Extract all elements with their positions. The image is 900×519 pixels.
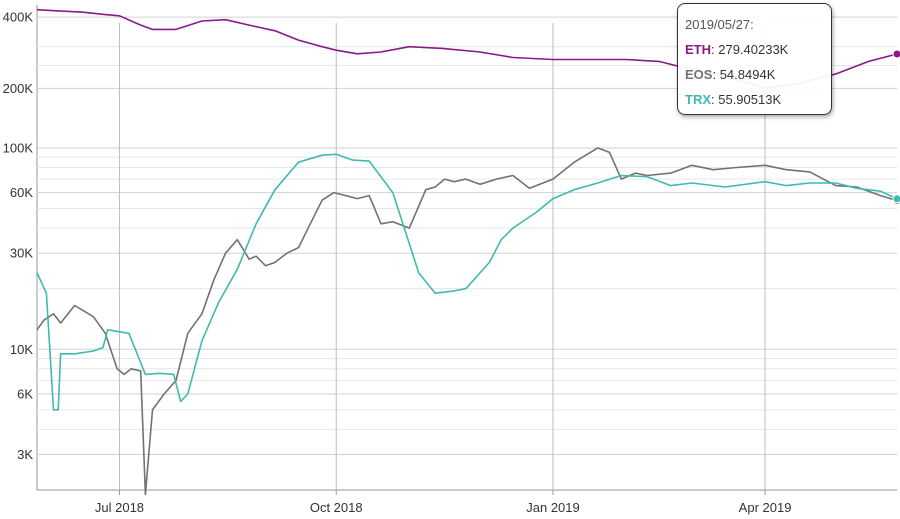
x-tick-label: Oct 2018 [310, 500, 363, 515]
tooltip-row-trx: TRX: 55.90513K [685, 92, 782, 107]
x-tick-label: Apr 2019 [739, 500, 792, 515]
y-tick-label: 6K [17, 386, 33, 401]
tooltip-row-eth: ETH: 279.40233K [685, 42, 789, 57]
tooltip-eos-name: EOS [685, 67, 713, 82]
x-tick-label: Jan 2019 [526, 500, 580, 515]
y-tick-label: 100K [3, 140, 34, 155]
y-tick-label: 60K [10, 185, 33, 200]
y-tick-labels: 400K 200K 100K 60K 30K 10K 6K 3K [3, 10, 34, 462]
series-marker-eth [892, 49, 900, 59]
tooltip-trx-value: 55.90513K [718, 92, 782, 107]
tooltip-row-eos: EOS: 54.8494K [685, 67, 776, 82]
series-marker-trx [892, 194, 900, 204]
tooltip-eth-name: ETH [685, 42, 711, 57]
gridlines [36, 5, 897, 495]
y-tick-label: 400K [3, 10, 34, 25]
hover-tooltip: 2019/05/27: ETH: 279.40233K EOS: 54.8494… [677, 3, 832, 115]
tooltip-eos-value: 54.8494K [719, 67, 776, 82]
y-tick-label: 10K [10, 342, 33, 357]
series-line-trx [36, 153, 898, 411]
series-end-markers [892, 49, 900, 205]
tooltip-date: 2019/05/27: [685, 17, 754, 32]
tooltip-eth-value: 279.40233K [718, 42, 789, 57]
y-tick-label: 200K [3, 81, 34, 96]
y-tick-label: 3K [17, 447, 33, 462]
series-line-eos [36, 147, 898, 496]
tooltip-trx-name: TRX [685, 92, 711, 107]
y-tick-label: 30K [10, 246, 33, 261]
x-tick-label: Jul 2018 [95, 500, 144, 515]
x-tick-labels: Jul 2018 Oct 2018 Jan 2019 Apr 2019 [95, 500, 792, 515]
